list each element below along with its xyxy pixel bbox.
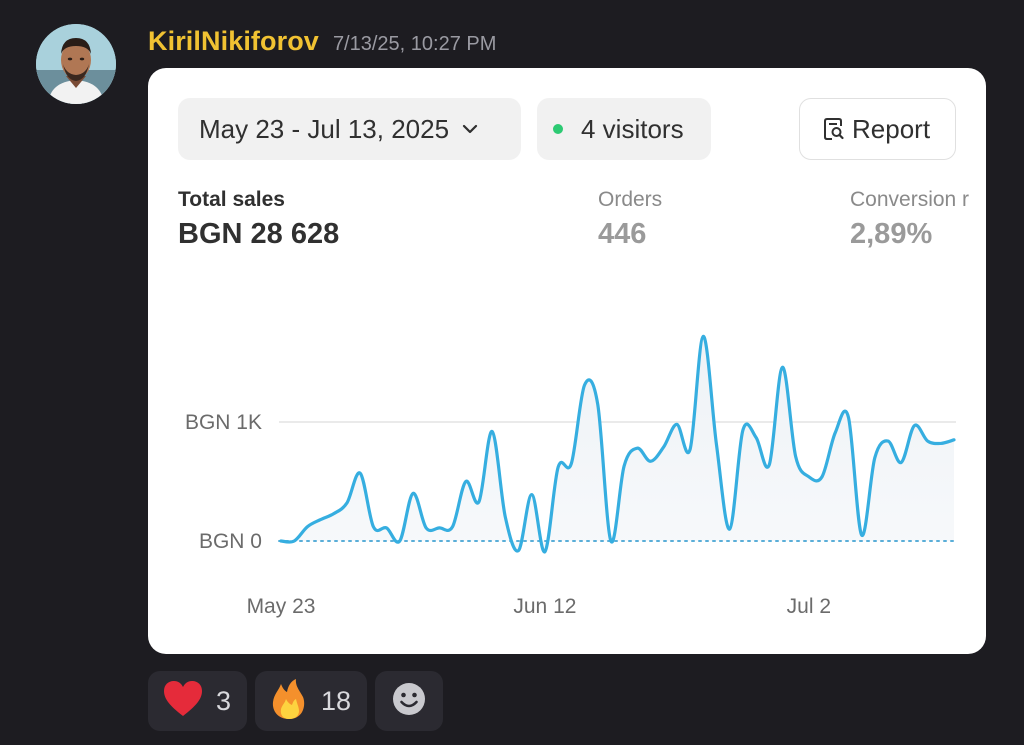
- x-tick-label: Jun 12: [513, 595, 576, 618]
- add-reaction-button[interactable]: [375, 671, 444, 731]
- report-label: Report: [852, 113, 931, 144]
- x-tick-label: May 23: [247, 595, 316, 618]
- metric-label: Conversion r: [850, 188, 970, 211]
- series-line-total-sales: [279, 334, 956, 554]
- metric-label: Total sales: [178, 188, 285, 211]
- metric-value: BGN 28 628: [178, 218, 340, 250]
- timestamp: 7/13/25, 10:27 PM: [332, 33, 497, 55]
- metric-orders[interactable]: Orders 446: [598, 188, 662, 251]
- date-range-label: May 23 - Jul 13, 2025: [199, 113, 450, 144]
- date-range-selector[interactable]: May 23 - Jul 13, 2025: [178, 98, 521, 160]
- heart-icon: [162, 680, 204, 723]
- reaction-count: 3: [216, 685, 232, 716]
- metric-conversion-rate[interactable]: Conversion r 2,89%: [850, 188, 969, 251]
- x-tick-label: Jul 2: [787, 595, 831, 618]
- visitors-count: 4 visitors: [581, 113, 684, 144]
- reaction-heart[interactable]: 3: [148, 671, 248, 731]
- reactions-bar: 3 18: [148, 671, 444, 731]
- reaction-count: 18: [321, 685, 352, 716]
- username[interactable]: KirilNikiforov: [148, 26, 319, 56]
- fire-icon: [269, 678, 309, 725]
- user-avatar[interactable]: [36, 24, 116, 104]
- metric-total-sales[interactable]: Total sales BGN 28 628: [178, 188, 339, 251]
- reaction-fire[interactable]: 18: [255, 671, 368, 731]
- metric-value: 446: [598, 218, 647, 250]
- live-status-dot-icon: [553, 124, 563, 134]
- report-search-icon: [820, 116, 846, 142]
- metric-value: 2,89%: [850, 218, 933, 250]
- message-header: KirilNikiforov 7/13/25, 10:27 PM: [148, 26, 496, 57]
- analytics-screenshot[interactable]: May 23 - Jul 13, 2025 4 visitors Repor: [148, 68, 986, 654]
- series-area-fill: [281, 336, 954, 552]
- avatar-portrait-icon: [36, 24, 116, 104]
- chevron-down-icon: [461, 123, 479, 135]
- y-tick-label: BGN 1K: [185, 411, 262, 434]
- smiley-add-icon: [392, 682, 426, 721]
- y-tick-label: BGN 0: [199, 530, 262, 553]
- report-button[interactable]: Report: [799, 98, 956, 160]
- live-visitors-badge[interactable]: 4 visitors: [537, 98, 711, 160]
- sales-chart[interactable]: BGN 0 BGN 1K May 23 Jun 12 Jul 2: [148, 68, 986, 654]
- metric-label: Orders: [598, 188, 663, 211]
